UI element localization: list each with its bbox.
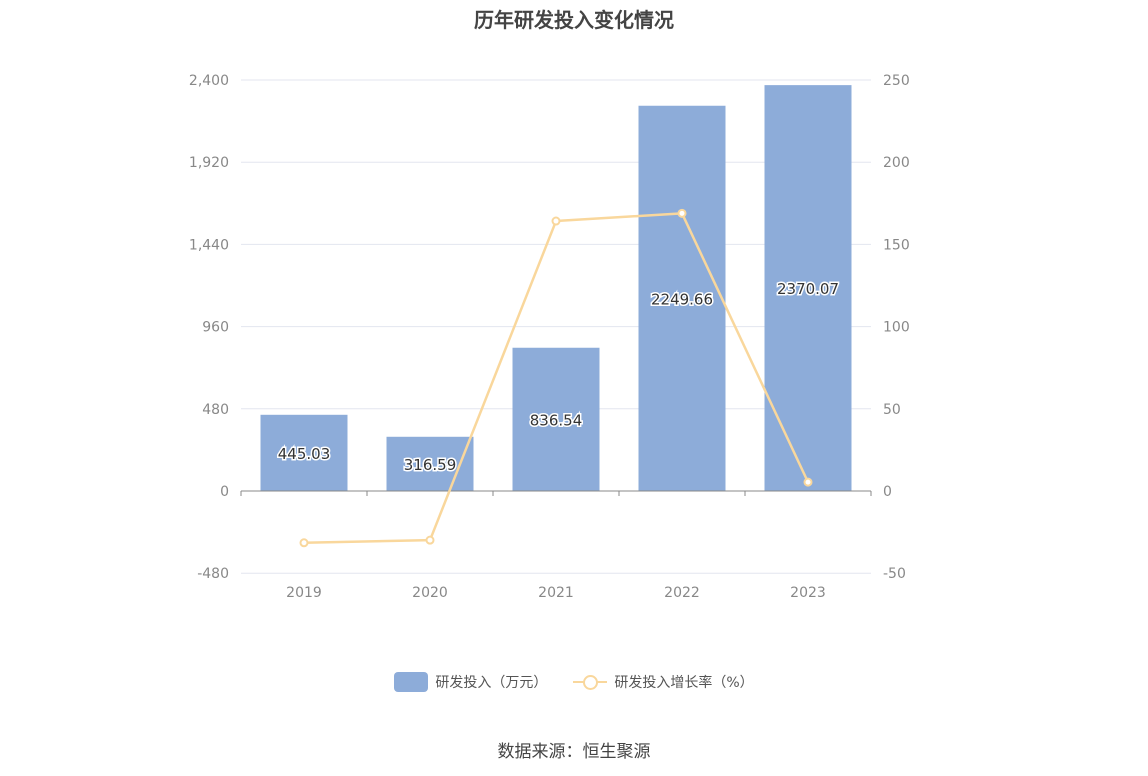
bar-2022 bbox=[638, 105, 726, 491]
bar-2023 bbox=[764, 85, 852, 491]
legend-item-growth-rate[interactable]: 研发投入增长率（%） bbox=[573, 672, 754, 692]
growth-rate-point-2019 bbox=[299, 538, 309, 548]
growth-rate-point-2021 bbox=[551, 216, 561, 226]
y-right-tick-label: 150 bbox=[883, 237, 910, 253]
y-right-tick-label: -50 bbox=[883, 566, 906, 582]
y-left-tick-label: -480 bbox=[197, 566, 229, 582]
bar-data-label: 836.54 bbox=[530, 411, 583, 429]
y-left-tick-label: 0 bbox=[220, 484, 229, 500]
x-tick-label: 2023 bbox=[790, 585, 826, 601]
x-tick-label: 2019 bbox=[286, 585, 322, 601]
bar-data-label: 316.59 bbox=[404, 456, 457, 474]
y-right-tick-label: 0 bbox=[883, 484, 892, 500]
chart-title: 历年研发投入变化情况 bbox=[474, 8, 674, 32]
x-tick-label: 2022 bbox=[664, 585, 700, 601]
bar-data-label: 2249.66 bbox=[651, 290, 713, 308]
bar-data-label: 2370.07 bbox=[777, 280, 839, 298]
legend-line-swatch bbox=[573, 672, 608, 692]
growth-rate-point-2020 bbox=[425, 535, 435, 545]
y-left-tick-label: 1,440 bbox=[189, 237, 229, 253]
x-tick-label: 2020 bbox=[412, 585, 448, 601]
growth-rate-point-2023 bbox=[803, 477, 813, 487]
bar-2021 bbox=[512, 347, 600, 491]
legend-bar-swatch bbox=[394, 672, 429, 692]
y-left-tick-label: 2,400 bbox=[189, 73, 229, 89]
bar-2019 bbox=[260, 414, 348, 491]
data-source: 数据来源：恒生聚源 bbox=[497, 742, 651, 762]
growth-rate-point-2022 bbox=[677, 208, 687, 218]
x-tick-label: 2021 bbox=[538, 585, 574, 601]
legend-label-rd-investment: 研发投入（万元） bbox=[435, 675, 548, 691]
legend-item-rd-investment[interactable]: 研发投入（万元） bbox=[394, 672, 547, 692]
y-left-tick-label: 1,920 bbox=[189, 155, 229, 171]
legend-label-growth-rate: 研发投入增长率（%） bbox=[614, 675, 754, 691]
legend: 研发投入（万元） 研发投入增长率（%） bbox=[0, 672, 1148, 692]
chart-plot: -480 0 480 960 1,440 1,920 2,400 -50 0 50 100 150 20… bbox=[189, 73, 910, 601]
y-right-tick-label: 200 bbox=[883, 155, 910, 171]
y-right-tick-label: 100 bbox=[883, 320, 910, 336]
bar-data-label: 445.03 bbox=[278, 445, 331, 463]
y-left-tick-label: 960 bbox=[202, 320, 229, 336]
y-right-tick-label: 250 bbox=[883, 73, 910, 89]
y-right-tick-label: 50 bbox=[883, 402, 901, 418]
y-left-tick-label: 480 bbox=[202, 402, 229, 418]
